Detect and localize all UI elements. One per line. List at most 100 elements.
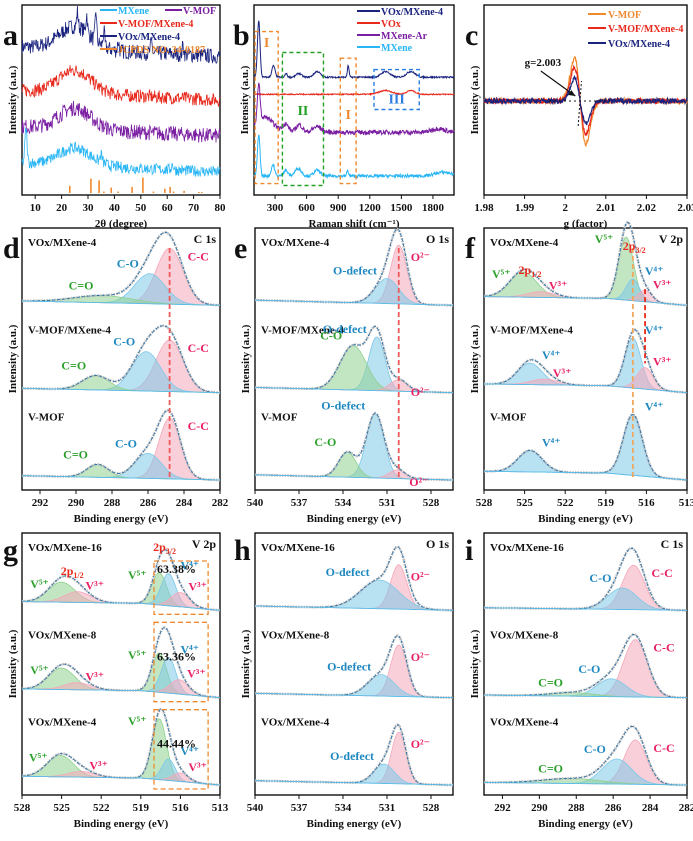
background-line <box>254 386 454 394</box>
component-label: C=O <box>61 359 86 373</box>
y-axis-label: Intensity (a.u.) <box>7 65 19 134</box>
x-axis-label: Binding energy (eV) <box>74 818 169 830</box>
component-label: O-defect <box>326 565 370 579</box>
component-label: V⁴⁺ <box>645 399 664 413</box>
component-area <box>484 290 687 306</box>
plot-frame <box>21 4 221 196</box>
component-label: C-C <box>651 566 672 580</box>
series-line <box>253 134 455 180</box>
x-tick-label: 300 <box>267 202 284 214</box>
legend-label: VOx/MXene-4 <box>381 7 443 18</box>
component-label: V⁴⁺ <box>645 264 664 278</box>
region-box <box>281 51 325 187</box>
legend-label: VOx/MXene-4 <box>118 32 180 43</box>
x-tick-label: 80 <box>215 202 227 214</box>
x-tick-label: 540 <box>247 802 264 814</box>
legend-label: V-MOF <box>183 6 216 17</box>
component-label: V⁵⁺ <box>30 663 49 677</box>
component-label: C-O <box>320 329 342 343</box>
component-area <box>484 291 687 306</box>
plot-frame <box>21 227 221 491</box>
background-line <box>254 299 454 306</box>
x-tick-label: 2 <box>562 202 568 214</box>
x-axis-label: Binding energy (eV) <box>538 818 633 830</box>
region-label: I <box>345 108 350 123</box>
sample-label: V-MOF/MXene-4 <box>261 324 344 336</box>
x-tick-label: 534 <box>335 497 352 509</box>
panel-label: b <box>233 19 250 52</box>
fit-envelope <box>483 633 688 699</box>
background-line <box>484 296 688 306</box>
x-tick-label: 290 <box>68 497 85 509</box>
x-tick-label: 292 <box>32 497 49 509</box>
component-label: C=O <box>63 447 88 461</box>
component-area <box>484 367 687 393</box>
x-tick-label: 540 <box>247 497 264 509</box>
x-tick-label: 70 <box>188 202 200 214</box>
series-line <box>253 89 455 97</box>
component-label: V³⁺ <box>85 579 104 593</box>
component-area <box>484 759 687 785</box>
component-label: O²⁻ <box>409 475 428 489</box>
experimental-data <box>484 328 688 394</box>
component-label: V³⁺ <box>188 760 207 774</box>
sample-label: VOx/MXene-16 <box>28 542 102 554</box>
legend-label: JCPDS NO. 34-0187 <box>118 45 205 56</box>
component-area <box>22 375 220 393</box>
percentage-label: 44.44% <box>157 737 196 751</box>
component-area <box>255 732 453 785</box>
component-label: C-C <box>188 419 209 433</box>
core-level-title: C 1s <box>661 537 684 551</box>
sample-label: VOx/MXene-8 <box>490 629 559 641</box>
fit-envelope <box>255 546 453 611</box>
legend-label: MXene <box>381 43 413 54</box>
x-tick-label: 288 <box>104 497 121 509</box>
x-tick-label: 40 <box>109 202 121 214</box>
component-area <box>255 452 453 480</box>
x-tick-label: 519 <box>598 497 615 509</box>
x-tick-label: 516 <box>638 497 655 509</box>
core-level-title: V 2p <box>192 537 216 551</box>
background-line <box>22 300 220 306</box>
component-label: C-C <box>188 249 209 263</box>
component-label: C-C <box>653 741 674 755</box>
component-area <box>22 755 220 785</box>
x-tick-label: 284 <box>176 497 193 509</box>
orbital-label: 2p1/2 <box>61 564 84 580</box>
y-axis-label: Intensity (a.u.) <box>240 324 252 393</box>
legend-label: V-MOF/MXene-4 <box>118 19 193 30</box>
y-axis-label: Intensity (a.u.) <box>469 629 481 698</box>
background-line <box>255 474 454 481</box>
panel-label: d <box>3 232 20 265</box>
sample-label: VOx/MXene-4 <box>490 237 559 249</box>
core-level-title: C 1s <box>194 232 217 246</box>
sample-label: V-MOF <box>490 412 527 424</box>
component-area <box>484 414 687 480</box>
orbital-subscript: 3/2 <box>635 246 645 255</box>
x-tick-label: 528 <box>476 497 493 509</box>
x-tick-label: 525 <box>53 802 70 814</box>
highlight-box <box>153 709 209 790</box>
series-line <box>21 65 221 107</box>
component-label: V⁵⁺ <box>128 714 147 728</box>
background-line <box>22 601 221 611</box>
component-label: O-defect <box>323 322 367 336</box>
component-area <box>255 580 453 611</box>
region-box <box>254 30 279 185</box>
panel-label: a <box>3 19 18 52</box>
component-label: O²⁻ <box>411 385 430 399</box>
percentage-label: 63.36% <box>157 649 196 663</box>
plot-frame <box>21 532 221 796</box>
x-tick-label: 282 <box>212 497 229 509</box>
component-label: V⁴⁺ <box>181 642 200 656</box>
legend-label: VOx <box>381 19 401 30</box>
panel-f: f Intensity (a.u.) 528 525 522 519 516 513 Bindi… <box>465 220 693 525</box>
component-area <box>484 639 687 698</box>
fit-envelope <box>255 228 453 306</box>
component-label: C-C <box>653 641 674 655</box>
plot-frame <box>253 4 455 196</box>
sample-label: V-MOF <box>261 412 298 424</box>
x-tick-label: 50 <box>135 202 147 214</box>
core-level-title: O 1s <box>426 232 449 246</box>
